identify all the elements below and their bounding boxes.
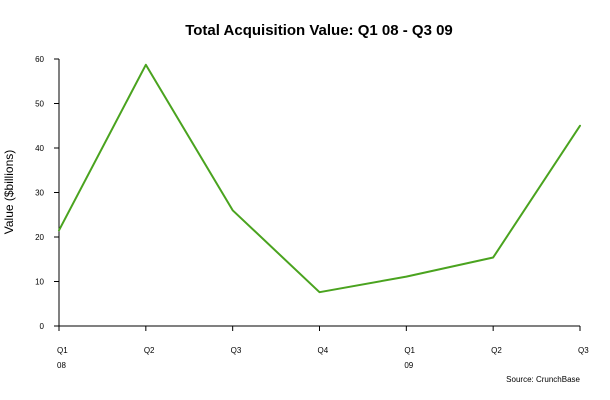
- chart-title: Total Acquisition Value: Q1 08 - Q3 09: [185, 22, 453, 39]
- x-tick-year-label: 09: [404, 361, 413, 370]
- x-tick-label: Q2: [144, 346, 155, 355]
- x-tick-label: Q1: [404, 346, 415, 355]
- y-tick-label: 0: [40, 322, 45, 331]
- x-tick-label: Q2: [491, 346, 502, 355]
- x-tick-label: Q3: [578, 346, 589, 355]
- x-tick-year-label: 08: [57, 361, 66, 370]
- y-tick-label: 40: [35, 144, 44, 153]
- plot-area: [58, 63, 581, 294]
- series-line: [58, 63, 581, 294]
- y-tick-label: 10: [35, 278, 44, 287]
- y-tick-label: 30: [35, 189, 44, 198]
- source-note: Source: CrunchBase: [506, 375, 580, 384]
- y-axis-label: Value ($billions): [2, 150, 16, 235]
- y-tick-label: 60: [35, 55, 44, 64]
- x-tick-label: Q4: [318, 346, 329, 355]
- x-tick-label: Q1: [57, 346, 68, 355]
- x-tick-label: Q3: [231, 346, 242, 355]
- y-axis: 0 10 20 30 40 50 60: [35, 55, 60, 331]
- x-axis: Q1 08 Q2 Q3 Q4 Q1 09 Q2 Q3: [57, 325, 589, 370]
- y-tick-label: 20: [35, 233, 44, 242]
- y-tick-label: 50: [35, 100, 44, 109]
